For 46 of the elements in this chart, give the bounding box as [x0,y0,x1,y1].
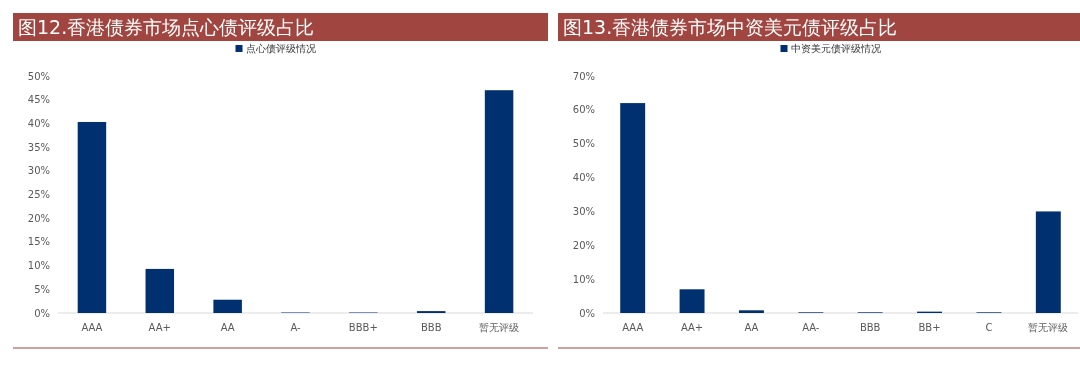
y-tick-label: 0% [34,307,50,319]
y-tick-label: 40% [27,117,50,129]
legend-label: 点心债评级情况 [245,43,316,54]
bar [77,121,107,313]
x-tick-label: 暂无评级 [479,322,520,333]
x-tick-label: C [985,322,993,333]
y-tick-label: 0% [579,307,595,319]
y-tick-label: 15% [27,236,50,248]
bar [213,299,242,313]
bar [484,90,514,313]
x-tick-label: AA [220,322,235,333]
y-tick-label: 20% [27,212,50,224]
bar [738,310,764,313]
chart-title: 图12.香港债券市场点心债评级占比 [18,16,315,38]
y-tick-label: 40% [572,172,595,184]
y-tick-label: 30% [27,165,50,177]
y-tick-label: 45% [27,94,50,106]
bar [679,289,705,313]
x-tick-label: AA+ [680,322,704,333]
x-tick-label: AA- [802,322,820,333]
y-tick-label: 25% [27,189,50,200]
x-tick-label: AA+ [148,322,171,333]
y-tick-label: 60% [572,104,595,116]
bar [620,103,646,313]
x-tick-label: AAA [81,322,103,333]
bar [145,268,175,313]
y-tick-label: 70% [572,70,595,82]
legend-label: 中资美元债评级情况 [790,43,881,54]
x-tick-label: BB+ [918,322,941,333]
y-tick-label: 50% [27,70,50,82]
y-tick-label: 35% [27,141,50,153]
bar [1035,211,1061,313]
y-tick-label: 50% [572,138,595,150]
x-tick-label: AA [744,322,759,333]
x-tick-label: BBB [859,322,881,333]
y-tick-label: 5% [34,283,50,295]
x-tick-label: AAA [622,322,644,333]
x-tick-label: 暂无评级 [1028,322,1069,333]
chart-title: 图13.香港债券市场中资美元债评级占比 [563,16,898,38]
y-tick-label: 20% [572,239,595,251]
y-tick-label: 10% [572,273,595,285]
x-tick-label: BBB [420,322,442,333]
x-tick-label: A- [290,322,301,333]
x-tick-label: BBB+ [348,322,378,333]
y-tick-label: 10% [27,260,50,272]
y-tick-label: 30% [572,205,595,217]
